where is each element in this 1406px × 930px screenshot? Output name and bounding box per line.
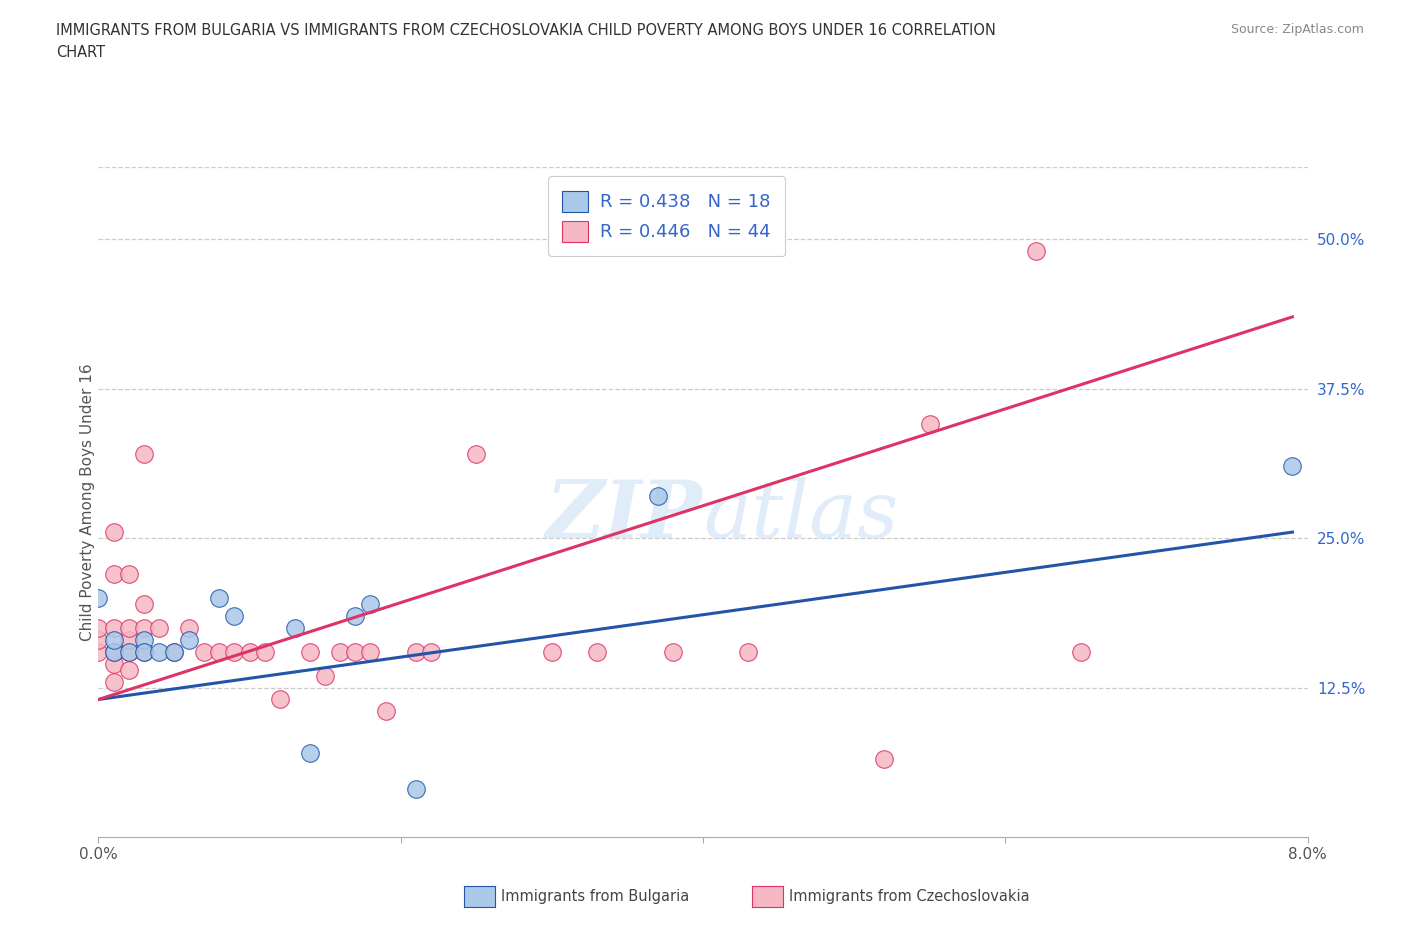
Point	[118, 632, 141, 647]
Point	[132, 644, 155, 659]
Text: Source: ZipAtlas.com: Source: ZipAtlas.com	[1230, 23, 1364, 36]
Point	[179, 632, 201, 647]
Point	[405, 644, 427, 659]
Point	[661, 644, 683, 659]
Point	[299, 746, 322, 761]
Point	[224, 644, 246, 659]
Point	[87, 644, 110, 659]
Point	[87, 632, 110, 647]
Point	[118, 620, 141, 635]
Point	[918, 417, 941, 432]
Point	[103, 657, 125, 671]
Point	[359, 596, 381, 611]
Point	[253, 644, 276, 659]
Point	[103, 644, 125, 659]
Point	[132, 447, 155, 462]
Point	[103, 566, 125, 581]
Point	[148, 620, 170, 635]
Point	[374, 704, 396, 719]
Point	[329, 644, 352, 659]
Point	[586, 644, 609, 659]
Point	[540, 644, 562, 659]
Point	[193, 644, 215, 659]
Point	[269, 692, 291, 707]
Point	[647, 489, 669, 504]
Text: Immigrants from Bulgaria: Immigrants from Bulgaria	[501, 889, 689, 904]
Legend: R = 0.438   N = 18, R = 0.446   N = 44: R = 0.438 N = 18, R = 0.446 N = 44	[548, 177, 786, 256]
Point	[103, 674, 125, 689]
Point	[132, 596, 155, 611]
Point	[179, 620, 201, 635]
Point	[224, 608, 246, 623]
Point	[103, 632, 125, 647]
Point	[1070, 644, 1092, 659]
Point	[103, 644, 125, 659]
Point	[148, 644, 170, 659]
Point	[419, 644, 441, 659]
Point	[314, 668, 336, 683]
Point	[118, 566, 141, 581]
Text: CHART: CHART	[56, 45, 105, 60]
Point	[163, 644, 186, 659]
Point	[284, 620, 307, 635]
Point	[208, 591, 231, 605]
Point	[299, 644, 322, 659]
Point	[344, 608, 367, 623]
Point	[118, 644, 141, 659]
Text: IMMIGRANTS FROM BULGARIA VS IMMIGRANTS FROM CZECHOSLOVAKIA CHILD POVERTY AMONG B: IMMIGRANTS FROM BULGARIA VS IMMIGRANTS F…	[56, 23, 995, 38]
Text: atlas: atlas	[703, 477, 898, 554]
Point	[103, 620, 125, 635]
Point	[132, 632, 155, 647]
Point	[163, 644, 186, 659]
Y-axis label: Child Poverty Among Boys Under 16: Child Poverty Among Boys Under 16	[80, 364, 94, 641]
Point	[405, 782, 427, 797]
Point	[359, 644, 381, 659]
Point	[873, 751, 896, 766]
Text: ZIP: ZIP	[546, 477, 703, 554]
Point	[118, 644, 141, 659]
Point	[239, 644, 262, 659]
Text: Immigrants from Czechoslovakia: Immigrants from Czechoslovakia	[789, 889, 1029, 904]
Point	[103, 525, 125, 539]
Point	[87, 591, 110, 605]
Point	[737, 644, 759, 659]
Point	[118, 662, 141, 677]
Point	[132, 620, 155, 635]
Point	[465, 447, 488, 462]
Point	[208, 644, 231, 659]
Point	[132, 644, 155, 659]
Point	[1024, 244, 1046, 259]
Point	[1281, 458, 1303, 473]
Point	[344, 644, 367, 659]
Point	[87, 620, 110, 635]
